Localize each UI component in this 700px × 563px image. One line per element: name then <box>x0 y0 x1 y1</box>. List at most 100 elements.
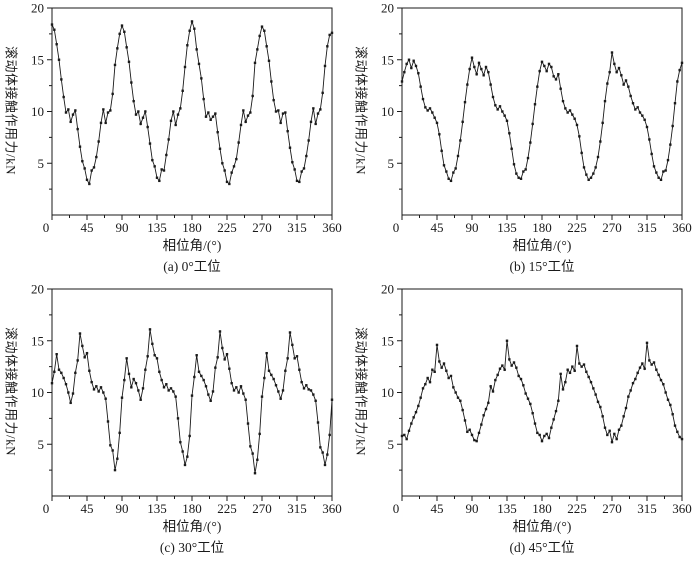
data-point-marker <box>132 99 135 103</box>
data-point-marker <box>456 154 460 158</box>
data-point-marker <box>645 341 649 345</box>
data-point-marker <box>550 65 553 69</box>
data-point-marker <box>496 108 499 111</box>
data-point-marker <box>216 356 219 359</box>
data-point-marker <box>680 61 684 65</box>
data-point-marker <box>295 355 299 358</box>
x-tick-label: 90 <box>466 220 479 235</box>
data-point-marker <box>538 433 541 437</box>
data-point-marker <box>662 383 665 386</box>
data-line <box>51 329 333 474</box>
data-point-marker <box>50 23 54 26</box>
data-point-marker <box>193 27 196 30</box>
data-point-marker <box>134 113 138 116</box>
y-tick-label: 15 <box>381 333 394 348</box>
x-tick-label: 360 <box>672 501 692 516</box>
data-point-marker <box>454 391 457 394</box>
data-point-marker <box>405 437 408 441</box>
data-point-marker <box>496 373 499 377</box>
data-point-marker <box>498 367 502 370</box>
x-tick-label: 315 <box>287 501 307 516</box>
data-point-marker <box>146 125 149 129</box>
plot-canvas-d: 0 45 90 135 180 225 270 315 360 5 10 15 20 <box>381 282 692 517</box>
data-point-marker <box>580 151 583 155</box>
data-point-marker <box>515 172 518 175</box>
data-point-marker <box>113 468 117 472</box>
data-point-marker <box>228 367 231 370</box>
data-line <box>51 19 333 186</box>
data-point-marker <box>613 62 616 66</box>
data-point-marker <box>153 165 156 168</box>
data-point-marker <box>179 107 182 110</box>
data-point-marker <box>328 433 331 437</box>
data-point-marker <box>657 176 660 179</box>
data-point-marker <box>263 376 266 380</box>
data-point-marker <box>97 390 100 393</box>
subplot-caption: (b) 15°工位 <box>509 259 575 274</box>
data-point-marker <box>545 69 548 73</box>
data-point-marker <box>74 371 77 375</box>
data-point-marker <box>314 122 317 126</box>
data-point-marker <box>151 342 154 346</box>
x-tick-label: 0 <box>393 501 400 516</box>
data-point-marker <box>106 111 110 114</box>
data-point-marker <box>519 177 523 180</box>
data-point-marker <box>624 406 628 410</box>
data-point-marker <box>251 452 254 455</box>
data-point-marker <box>463 100 467 104</box>
data-point-marker <box>554 78 558 81</box>
data-point-marker <box>260 25 264 28</box>
data-point-marker <box>92 166 96 169</box>
data-point-marker <box>407 429 411 432</box>
data-point-marker <box>305 154 308 158</box>
data-point-marker <box>144 110 147 113</box>
data-point-marker <box>300 170 303 173</box>
data-point-marker <box>475 73 478 76</box>
data-point-marker <box>88 369 91 372</box>
data-point-marker <box>69 401 72 405</box>
data-point-marker <box>652 165 656 168</box>
data-point-marker <box>155 176 159 179</box>
data-point-marker <box>118 32 121 36</box>
data-point-marker <box>480 67 483 71</box>
data-point-marker <box>601 121 604 125</box>
data-point-marker <box>181 89 184 92</box>
data-point-marker <box>501 364 504 367</box>
data-point-marker <box>78 145 82 148</box>
data-point-marker <box>312 393 315 396</box>
data-point-marker <box>589 380 593 384</box>
data-point-marker <box>540 60 544 64</box>
data-point-marker <box>522 384 525 387</box>
data-point-marker <box>225 180 229 184</box>
data-point-marker <box>298 368 301 371</box>
data-point-marker <box>246 422 250 425</box>
data-point-marker <box>431 368 434 371</box>
data-point-marker <box>125 46 128 49</box>
data-point-marker <box>613 432 616 436</box>
data-point-marker <box>298 180 301 184</box>
data-point-marker <box>104 397 107 400</box>
data-point-marker <box>218 147 222 150</box>
data-point-marker <box>470 56 474 59</box>
data-point-marker <box>190 20 194 23</box>
data-point-marker <box>74 109 77 112</box>
data-point-marker <box>529 402 532 406</box>
data-point-marker <box>426 109 429 112</box>
data-point-marker <box>433 370 436 373</box>
data-point-marker <box>88 182 91 186</box>
data-point-marker <box>207 111 210 114</box>
data-point-marker <box>267 369 271 372</box>
data-point-marker <box>648 138 651 141</box>
data-point-marker <box>449 374 453 378</box>
y-tick-label: 20 <box>381 282 394 297</box>
data-point-marker <box>676 80 679 83</box>
data-point-marker <box>501 110 504 113</box>
data-point-marker <box>638 366 642 369</box>
data-point-marker <box>475 439 478 443</box>
data-point-marker <box>71 392 75 395</box>
data-point-marker <box>477 61 481 65</box>
data-point-marker <box>265 45 268 48</box>
data-point-marker <box>564 107 567 110</box>
data-point-marker <box>421 97 425 101</box>
data-point-marker <box>671 413 674 416</box>
